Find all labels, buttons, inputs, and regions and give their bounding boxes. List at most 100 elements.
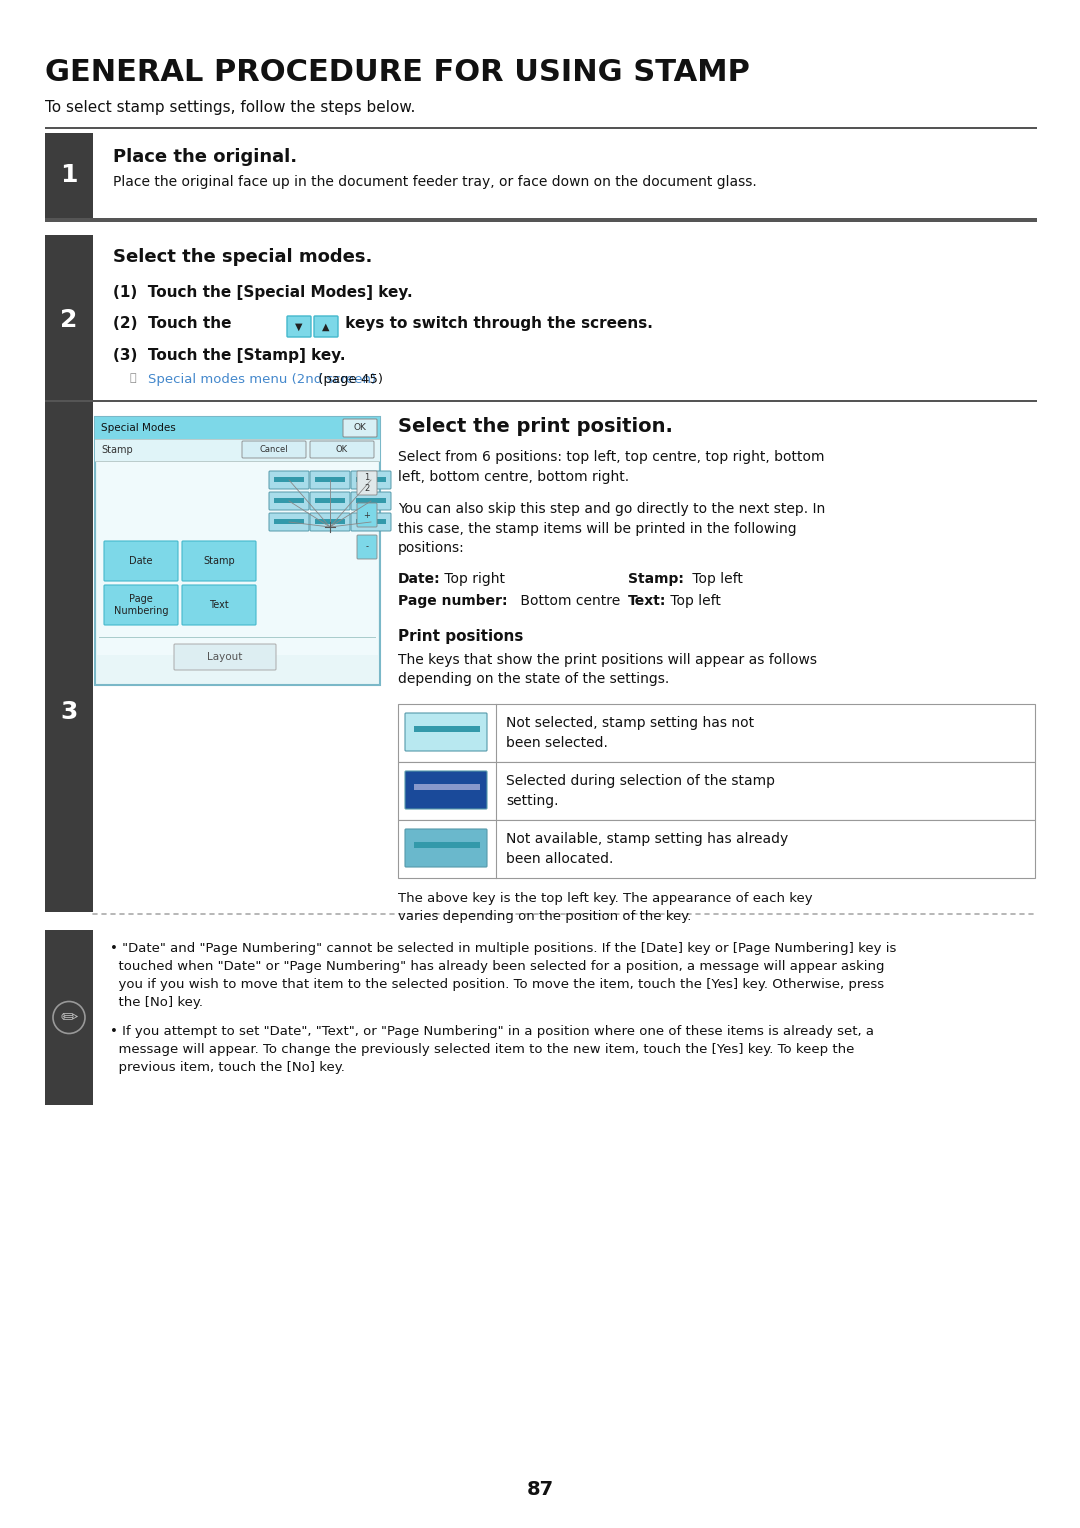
Bar — [95, 417, 380, 685]
Text: Page
Numbering: Page Numbering — [113, 594, 168, 616]
Text: Date:: Date: — [399, 571, 441, 587]
Text: Print positions: Print positions — [399, 630, 524, 643]
Text: (3)  Touch the [Stamp] key.: (3) Touch the [Stamp] key. — [113, 348, 346, 364]
Bar — [97, 461, 378, 656]
Text: Select from 6 positions: top left, top centre, top right, bottom
left, bottom ce: Select from 6 positions: top left, top c… — [399, 451, 824, 483]
Bar — [356, 520, 386, 524]
Bar — [95, 417, 380, 439]
Bar — [399, 762, 1035, 821]
Bar — [414, 784, 480, 790]
Text: The keys that show the print positions will appear as follows
depending on the s: The keys that show the print positions w… — [399, 652, 816, 686]
FancyBboxPatch shape — [351, 492, 391, 510]
Text: Place the original.: Place the original. — [113, 148, 297, 167]
FancyBboxPatch shape — [104, 585, 178, 625]
Text: Stamp: Stamp — [203, 556, 234, 565]
FancyBboxPatch shape — [242, 442, 306, 458]
Text: Select the special modes.: Select the special modes. — [113, 248, 373, 266]
Text: Select the print position.: Select the print position. — [399, 417, 673, 435]
FancyBboxPatch shape — [314, 316, 338, 338]
Bar — [356, 498, 386, 503]
Text: 3: 3 — [60, 700, 78, 724]
FancyBboxPatch shape — [310, 442, 374, 458]
FancyBboxPatch shape — [357, 503, 377, 527]
Text: ▼: ▼ — [295, 321, 302, 332]
Text: Top right: Top right — [440, 571, 505, 587]
FancyBboxPatch shape — [405, 772, 487, 808]
FancyBboxPatch shape — [310, 471, 350, 489]
Bar — [414, 842, 480, 848]
Text: Stamp: Stamp — [102, 445, 133, 455]
FancyBboxPatch shape — [351, 471, 391, 489]
Text: Bottom centre: Bottom centre — [516, 594, 620, 608]
Text: 2: 2 — [60, 309, 78, 332]
Text: Cancel: Cancel — [259, 446, 288, 454]
Text: Selected during selection of the stamp
setting.: Selected during selection of the stamp s… — [507, 775, 775, 808]
FancyBboxPatch shape — [269, 471, 309, 489]
FancyBboxPatch shape — [310, 492, 350, 510]
FancyBboxPatch shape — [287, 316, 311, 338]
FancyBboxPatch shape — [104, 541, 178, 581]
Bar — [274, 520, 303, 524]
Text: ▲: ▲ — [322, 321, 329, 332]
Bar — [45, 400, 1037, 402]
Bar — [315, 520, 345, 524]
Bar — [45, 220, 1037, 222]
Text: • If you attempt to set "Date", "Text", or "Page Numbering" in a position where : • If you attempt to set "Date", "Text", … — [110, 1025, 874, 1074]
Text: Special Modes: Special Modes — [102, 423, 176, 432]
FancyBboxPatch shape — [357, 471, 377, 495]
Text: (2)  Touch the: (2) Touch the — [113, 316, 237, 332]
Text: Text:: Text: — [627, 594, 666, 608]
FancyBboxPatch shape — [351, 513, 391, 532]
FancyBboxPatch shape — [405, 830, 487, 866]
FancyBboxPatch shape — [343, 419, 377, 437]
Text: 87: 87 — [526, 1481, 554, 1499]
Bar — [45, 219, 1037, 220]
Text: 1
2: 1 2 — [364, 474, 369, 492]
Text: GENERAL PROCEDURE FOR USING STAMP: GENERAL PROCEDURE FOR USING STAMP — [45, 58, 750, 87]
Text: Text: Text — [210, 601, 229, 610]
Text: OK: OK — [353, 423, 366, 432]
Text: 1: 1 — [60, 163, 78, 186]
Bar — [95, 439, 380, 461]
Text: Date: Date — [130, 556, 152, 565]
FancyBboxPatch shape — [174, 643, 276, 669]
Bar — [45, 931, 93, 1105]
Bar — [45, 402, 93, 912]
Bar — [93, 127, 1037, 128]
Text: Top left: Top left — [666, 594, 720, 608]
Bar — [274, 477, 303, 481]
FancyBboxPatch shape — [310, 513, 350, 532]
FancyBboxPatch shape — [183, 541, 256, 581]
Bar — [45, 133, 93, 219]
Bar — [45, 127, 1037, 128]
Text: Stamp:: Stamp: — [627, 571, 684, 587]
Bar — [315, 498, 345, 503]
Bar — [356, 477, 386, 481]
Bar — [95, 417, 380, 685]
Text: (page 45): (page 45) — [314, 373, 382, 387]
FancyBboxPatch shape — [269, 513, 309, 532]
Text: Page number:: Page number: — [399, 594, 508, 608]
Bar — [274, 498, 303, 503]
Text: +: + — [364, 510, 370, 520]
Text: Not selected, stamp setting has not
been selected.: Not selected, stamp setting has not been… — [507, 717, 754, 750]
FancyBboxPatch shape — [357, 535, 377, 559]
Text: 📰: 📰 — [130, 373, 137, 384]
Text: Special modes menu (2nd screen): Special modes menu (2nd screen) — [148, 373, 376, 387]
Text: Not available, stamp setting has already
been allocated.: Not available, stamp setting has already… — [507, 833, 788, 866]
Bar — [45, 235, 93, 400]
Bar — [315, 477, 345, 481]
Bar — [399, 821, 1035, 879]
Text: Layout: Layout — [207, 652, 243, 662]
Text: (1)  Touch the [Special Modes] key.: (1) Touch the [Special Modes] key. — [113, 286, 413, 299]
FancyBboxPatch shape — [405, 714, 487, 750]
Text: ✏: ✏ — [60, 1007, 78, 1027]
Text: Top left: Top left — [688, 571, 743, 587]
FancyBboxPatch shape — [183, 585, 256, 625]
Text: • "Date" and "Page Numbering" cannot be selected in multiple positions. If the [: • "Date" and "Page Numbering" cannot be … — [110, 941, 896, 1008]
Text: -: - — [365, 542, 368, 552]
Text: You can also skip this step and go directly to the next step. In
this case, the : You can also skip this step and go direc… — [399, 503, 825, 555]
Text: keys to switch through the screens.: keys to switch through the screens. — [340, 316, 653, 332]
Text: The above key is the top left key. The appearance of each key
varies depending o: The above key is the top left key. The a… — [399, 892, 812, 923]
FancyBboxPatch shape — [269, 492, 309, 510]
